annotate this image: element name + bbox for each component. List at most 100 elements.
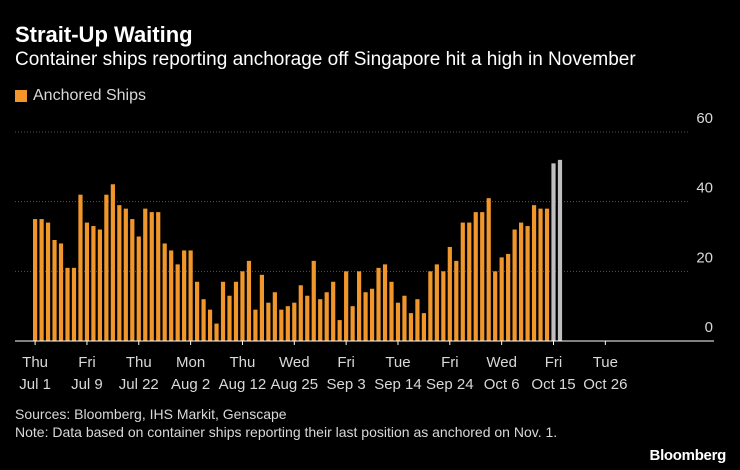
bar — [298, 285, 303, 341]
bar — [480, 212, 485, 341]
x-tick-label-date: Oct 26 — [583, 376, 627, 393]
bar — [175, 264, 180, 341]
legend-swatch — [15, 90, 27, 102]
bar — [97, 229, 102, 341]
y-tick-label: 0 — [705, 319, 713, 336]
bar — [279, 309, 284, 341]
bar — [376, 267, 381, 341]
bar — [395, 302, 401, 341]
bar-chart: 0 20 40 60 Thu Jul 1 Fri Jul 9 Thu Jul 22 Mon Aug 2… — [15, 110, 714, 393]
bar — [136, 236, 141, 341]
bar — [246, 260, 252, 341]
bar — [182, 250, 187, 341]
bar — [52, 239, 57, 341]
bar — [557, 159, 563, 341]
bar — [421, 313, 426, 341]
bar — [337, 320, 342, 341]
bar — [311, 260, 316, 341]
bar — [292, 302, 297, 341]
bar — [149, 212, 154, 341]
legend: Anchored Ships — [15, 87, 146, 105]
chart-subtitle: Container ships reporting anchorage off … — [15, 49, 636, 70]
y-tick-label: 40 — [696, 180, 713, 197]
bar — [551, 163, 556, 341]
bar — [531, 205, 537, 341]
x-tick-label-date: Jul 22 — [119, 376, 159, 393]
bar — [512, 229, 517, 341]
x-tick-label-date: Jul 1 — [19, 376, 51, 393]
bar — [525, 226, 530, 341]
bar — [538, 208, 543, 341]
bar — [201, 299, 206, 341]
bar — [506, 253, 511, 341]
bar — [84, 222, 90, 341]
bar — [110, 184, 115, 341]
bar — [382, 264, 388, 341]
bar — [214, 323, 219, 341]
bar — [454, 260, 459, 341]
bar — [91, 226, 96, 341]
bar — [162, 243, 167, 341]
bar — [39, 219, 44, 341]
x-tick-label-day: Mon — [176, 354, 205, 371]
bar — [33, 219, 38, 341]
bar — [71, 267, 77, 341]
bar — [428, 271, 433, 341]
bar — [486, 198, 491, 341]
x-tick-label-date: Aug 12 — [219, 376, 267, 393]
bar — [227, 295, 232, 341]
bar — [272, 292, 277, 341]
bar — [473, 212, 478, 341]
bar — [259, 274, 264, 341]
bar — [331, 281, 336, 341]
bar — [408, 313, 414, 341]
note-text: Note: Data based on container ships repo… — [15, 424, 558, 440]
bar — [233, 281, 239, 341]
bar — [130, 219, 135, 341]
bar — [65, 267, 70, 341]
bar — [441, 271, 446, 341]
bar — [389, 281, 394, 341]
x-tick-label-date: Aug 25 — [271, 376, 319, 393]
bar — [415, 299, 420, 341]
bar — [123, 208, 128, 341]
x-tick-label-date: Oct 15 — [531, 376, 575, 393]
legend-label: Anchored Ships — [33, 87, 146, 104]
x-tick-label-day: Fri — [441, 354, 459, 371]
bar — [434, 264, 439, 341]
bar — [544, 208, 550, 341]
x-tick-label-date: Sep 24 — [426, 376, 474, 393]
bar — [324, 292, 329, 341]
x-tick-label-date: Oct 6 — [484, 376, 520, 393]
x-tick-label-day: Thu — [126, 354, 152, 371]
bar — [467, 222, 472, 341]
y-tick-label: 60 — [696, 110, 713, 127]
bar — [45, 222, 51, 341]
bar — [117, 205, 122, 341]
bar — [104, 194, 109, 341]
bar — [78, 194, 83, 341]
bar — [143, 208, 148, 341]
bar — [357, 271, 362, 341]
bar — [240, 271, 245, 341]
bar — [156, 212, 161, 341]
bar — [220, 281, 226, 341]
bar — [285, 306, 290, 341]
x-tick-label-day: Tue — [385, 354, 410, 371]
bar — [169, 250, 174, 341]
bar — [499, 257, 504, 341]
x-tick-label-date: Aug 2 — [171, 376, 210, 393]
x-tick-label-date: Sep 14 — [374, 376, 422, 393]
chart-title: Strait-Up Waiting — [15, 22, 193, 47]
bar — [253, 309, 258, 341]
x-tick-label-day: Wed — [279, 354, 310, 371]
x-tick-label-date: Jul 9 — [71, 376, 103, 393]
x-tick-label-day: Wed — [486, 354, 517, 371]
bar — [363, 292, 368, 341]
bar — [195, 281, 200, 341]
x-tick-label-day: Fri — [78, 354, 96, 371]
bar — [318, 299, 323, 341]
x-tick-label-day: Fri — [545, 354, 563, 371]
bar — [350, 306, 355, 341]
x-tick-label-day: Thu — [22, 354, 48, 371]
